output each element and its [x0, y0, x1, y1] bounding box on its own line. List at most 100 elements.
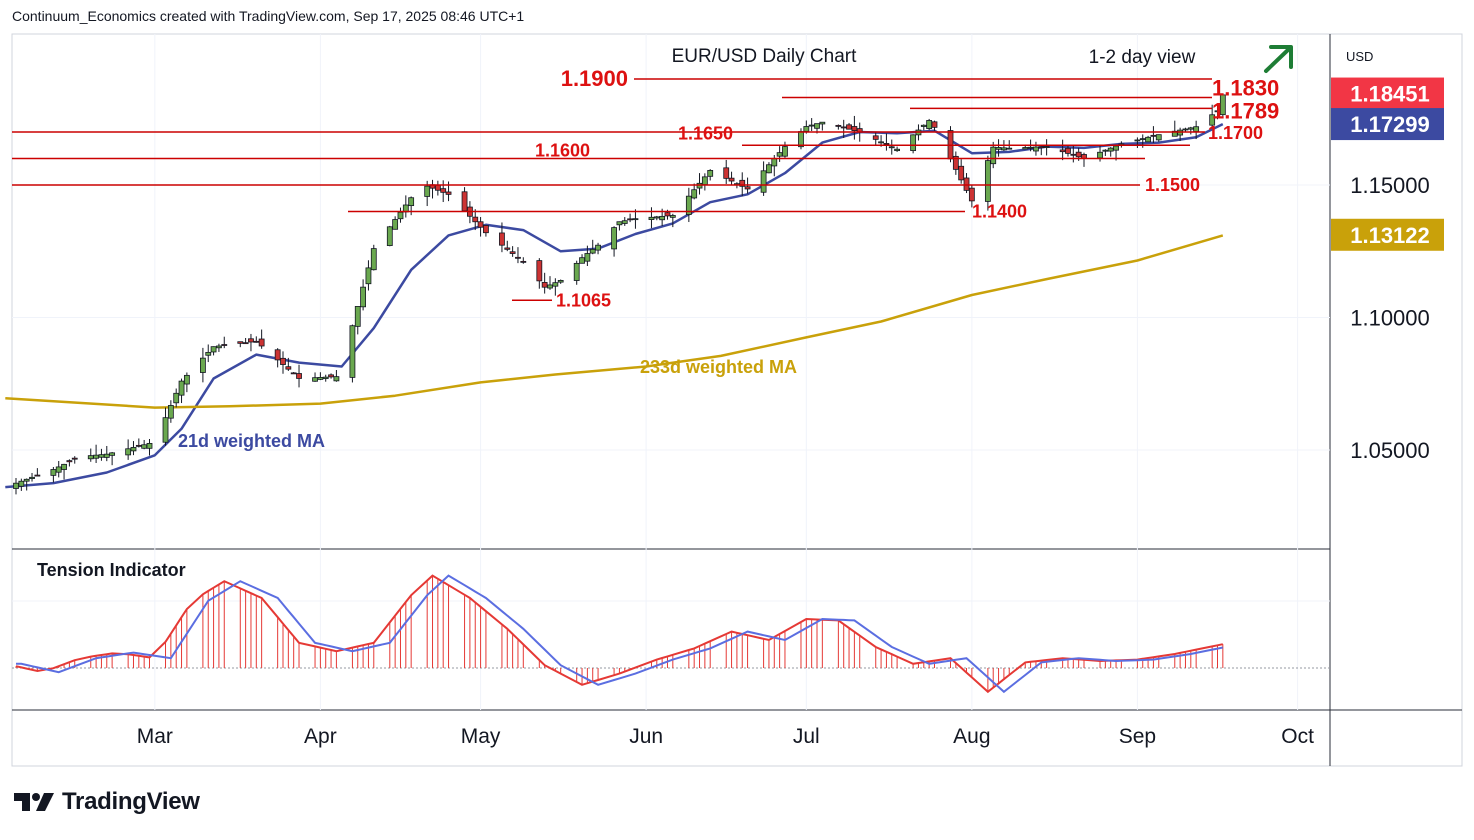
candle-body [290, 372, 297, 375]
candle-body [910, 134, 917, 152]
candle [984, 155, 991, 211]
candle [739, 172, 746, 197]
candle [920, 124, 927, 131]
currency-label: USD [1346, 49, 1373, 64]
candle-body [808, 124, 815, 127]
candle [429, 179, 436, 199]
candle-body [461, 191, 468, 212]
candle-body [579, 257, 585, 264]
candle [274, 348, 281, 368]
candle-body [1075, 151, 1082, 158]
candle-body [664, 212, 671, 217]
candle [851, 115, 858, 140]
candle [472, 209, 479, 231]
price-tag-value: 1.13122 [1350, 223, 1430, 248]
candle-body [990, 146, 997, 165]
candle [29, 472, 35, 482]
candle-body [541, 282, 548, 288]
candle-body [595, 244, 601, 251]
tradingview-logo[interactable]: TradingView [14, 788, 200, 816]
candle-body [103, 453, 110, 458]
candle-body [611, 227, 617, 250]
axes: Mar Apr May Jun Jul Aug Sep Oct 1.05000 1.10000 1.… [137, 77, 1444, 748]
candle [616, 221, 623, 231]
candle [296, 364, 302, 388]
candle [392, 216, 399, 230]
candle-body [723, 167, 730, 179]
candle-body [632, 218, 639, 221]
candle [1102, 149, 1109, 156]
candle-body [547, 284, 553, 289]
candle [50, 467, 57, 483]
candle-body [659, 215, 666, 221]
candle-body [1033, 146, 1039, 152]
candle-body [349, 325, 356, 378]
candle-body [952, 155, 959, 170]
candle [34, 468, 41, 477]
candle-body [509, 251, 516, 254]
candle-body [98, 454, 105, 458]
tradingview-logo-icon [14, 793, 54, 811]
candle-body [365, 267, 372, 285]
price-tag-bg [1331, 77, 1444, 110]
candle [1187, 126, 1194, 135]
candle [611, 226, 617, 257]
candle-body [835, 124, 842, 127]
candle-body [1043, 146, 1050, 148]
candle [146, 439, 153, 456]
candle [1081, 152, 1087, 167]
ma233-label: 233d weighted MA [640, 357, 797, 377]
ma233-line [5, 234, 1224, 409]
candle [995, 139, 1002, 157]
candle [819, 121, 826, 131]
candle-body [766, 164, 772, 174]
candle-body [18, 480, 25, 487]
candle-body [685, 195, 692, 215]
candle-body [798, 131, 804, 148]
candle-body [258, 338, 265, 347]
candle-body [13, 482, 19, 489]
candle [846, 123, 852, 130]
candle [1219, 93, 1226, 119]
candle-body [707, 170, 714, 177]
candle [199, 347, 206, 383]
candle-body [515, 256, 521, 259]
candle [354, 306, 361, 335]
candle [990, 141, 997, 169]
candle [926, 118, 933, 131]
candle-body [183, 374, 190, 385]
candle-body [771, 158, 778, 167]
candle-body [1070, 153, 1077, 156]
chart-credit-header: Continuum_Economics created with Trading… [12, 8, 525, 24]
candle-body [1219, 94, 1226, 116]
candle [93, 444, 99, 463]
candle-body [434, 184, 441, 191]
y-tick-label: 1.10000 [1350, 306, 1430, 331]
x-tick-label: Sep [1119, 725, 1156, 748]
candle-body [669, 215, 676, 218]
candle-body [814, 123, 820, 129]
candle [808, 118, 815, 132]
price-tag-value: 1.17299 [1350, 112, 1430, 137]
candle-body [573, 262, 580, 281]
candle-body [1182, 128, 1189, 131]
candle-body [66, 460, 73, 463]
candle [71, 456, 78, 464]
candle-body [424, 185, 431, 197]
candle-body [744, 186, 751, 190]
candle-body [87, 455, 94, 460]
candle-body [445, 191, 452, 195]
candle-body [178, 380, 185, 396]
candle-body [888, 146, 895, 149]
candle [402, 195, 409, 218]
candle-body [440, 188, 447, 193]
candle [237, 341, 244, 348]
candle-body [477, 221, 484, 228]
candle-body [242, 342, 249, 345]
candle [221, 336, 228, 349]
candle [557, 279, 564, 284]
candle-body [616, 221, 623, 226]
x-tick-label: Oct [1281, 725, 1314, 748]
price-tag-21d-ma: 1.17299 [1331, 108, 1444, 141]
